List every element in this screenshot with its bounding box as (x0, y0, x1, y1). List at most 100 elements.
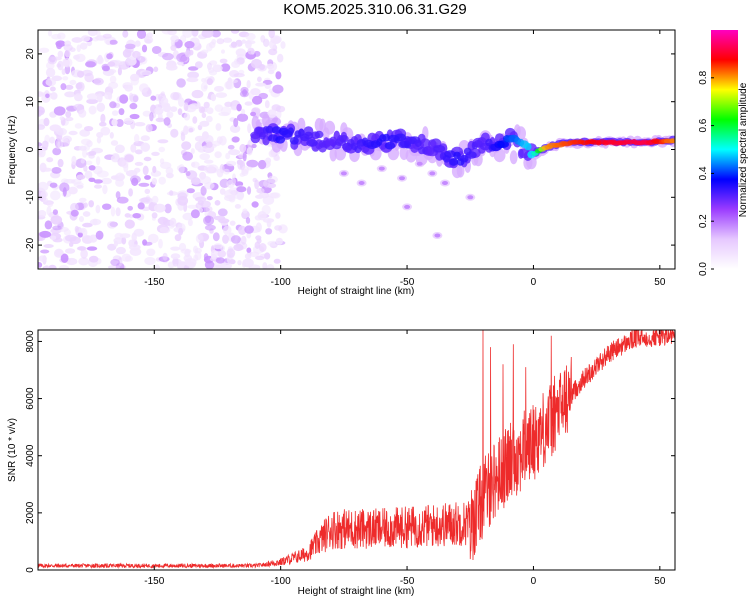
signal-blob (265, 125, 274, 134)
noise-blob (104, 92, 112, 100)
noise-blob (38, 142, 43, 147)
noise-blob (265, 157, 272, 164)
noise-blob (84, 170, 93, 179)
noise-blob (66, 257, 78, 266)
noise-blob (38, 146, 44, 156)
noise-blob (205, 206, 213, 213)
noise-blob (157, 216, 168, 225)
noise-blob (261, 204, 271, 215)
noise-blob (236, 113, 249, 122)
noise-blob (198, 106, 206, 114)
noise-blob (233, 117, 239, 128)
signal-blob (324, 120, 336, 135)
noise-blob (100, 126, 111, 136)
signal-blob (339, 135, 349, 143)
noise-blob (82, 148, 88, 158)
noise-blob (174, 234, 182, 242)
noise-blob (212, 232, 220, 242)
noise-blob (262, 262, 268, 269)
noise-blob (134, 161, 144, 166)
noise-blob (92, 218, 98, 226)
noise-blob (257, 159, 267, 170)
signal-blob (442, 181, 448, 185)
noise-blob (109, 132, 114, 139)
noise-blob (88, 177, 96, 182)
signal-blob (419, 138, 431, 149)
noise-blob (277, 53, 284, 63)
noise-blob (204, 211, 209, 217)
noise-blob (158, 238, 163, 249)
noise-blob (215, 92, 228, 98)
noise-blob (89, 234, 98, 243)
noise-blob (195, 234, 204, 244)
noise-blob (74, 225, 79, 233)
noise-blob (68, 186, 78, 195)
noise-blob (78, 257, 90, 266)
noise-blob (193, 245, 198, 254)
noise-blob (41, 167, 53, 172)
noise-blob (124, 84, 133, 92)
noise-blob (253, 50, 261, 57)
noise-blob (88, 105, 97, 115)
noise-blob (184, 41, 195, 49)
noise-blob (62, 187, 67, 197)
noise-blob (222, 234, 229, 244)
noise-blob (201, 131, 209, 140)
snr-y-axis-label: SNR (10 * v/v) (7, 418, 18, 482)
noise-blob (144, 175, 151, 180)
noise-blob (233, 73, 245, 78)
noise-blob (74, 123, 83, 129)
noise-blob (246, 159, 259, 168)
spectrogram-y-tick-label: 0 (25, 146, 36, 152)
noise-blob (77, 246, 86, 251)
noise-blob (52, 147, 62, 156)
noise-blob (225, 152, 231, 160)
noise-blob (73, 103, 85, 111)
snr-x-tick-label: -150 (144, 576, 164, 587)
noise-blob (38, 255, 47, 262)
noise-blob (170, 246, 181, 251)
spectrogram-y-axis-label: Frequency (Hz) (7, 116, 18, 185)
noise-blob (62, 57, 73, 68)
noise-blob (245, 32, 256, 41)
noise-blob (88, 200, 94, 208)
noise-blob (275, 71, 282, 80)
noise-blob (244, 225, 254, 234)
noise-blob (42, 197, 48, 203)
noise-blob (176, 78, 186, 88)
noise-blob (228, 149, 241, 156)
colorbar-tick-label: 0.0 (698, 262, 709, 276)
noise-blob (240, 235, 247, 245)
noise-blob (169, 217, 177, 228)
noise-blob (74, 93, 83, 102)
noise-blob (130, 73, 140, 82)
noise-blob (233, 243, 244, 252)
noise-blob (170, 253, 181, 260)
noise-blob (63, 44, 73, 52)
noise-blob (224, 101, 233, 108)
signal-blob (416, 161, 423, 166)
noise-blob (267, 175, 278, 184)
noise-blob (65, 84, 74, 90)
noise-blob (93, 179, 103, 184)
noise-blob (153, 66, 159, 73)
noise-blob (95, 156, 101, 166)
noise-blob (160, 97, 169, 106)
noise-blob (206, 141, 213, 148)
noise-blob (49, 182, 58, 188)
noise-blob (113, 240, 118, 247)
noise-blob (226, 160, 237, 167)
noise-blob (50, 215, 63, 225)
noise-blob (140, 135, 150, 142)
noise-blob (118, 174, 126, 180)
noise-blob (178, 97, 185, 107)
noise-blob (220, 262, 232, 269)
noise-blob (201, 49, 209, 54)
noise-blob (83, 165, 88, 172)
noise-blob (111, 118, 118, 126)
noise-blob (44, 264, 50, 269)
noise-blob (135, 149, 143, 155)
colorbar-ticks: 0.0 0.2 0.4 0.6 0.8 (698, 70, 714, 276)
noise-blob (159, 158, 165, 165)
noise-blob (244, 101, 253, 106)
